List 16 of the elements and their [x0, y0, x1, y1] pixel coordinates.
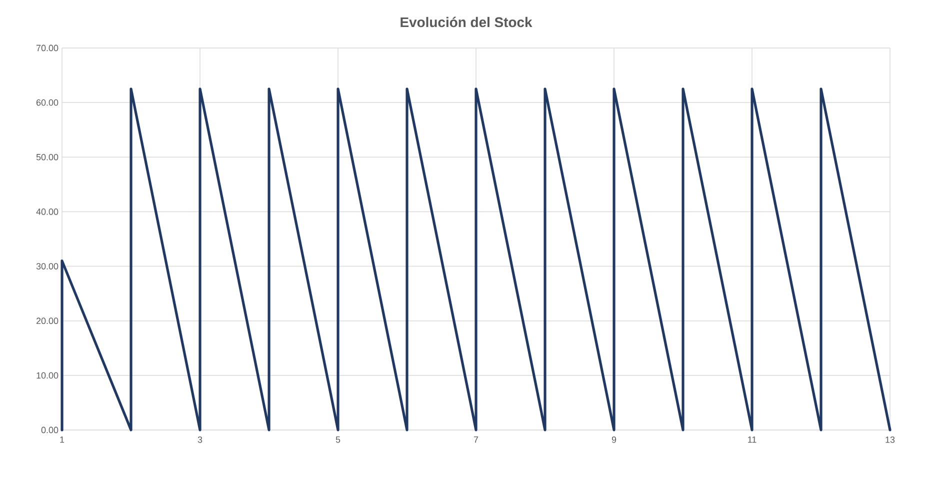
y-tick-label: 40.00: [36, 208, 58, 215]
x-tick-label: 1: [60, 436, 64, 443]
x-tick-label: 13: [886, 436, 895, 443]
x-tick-label: 5: [336, 436, 340, 443]
chart-title: Evolución del Stock: [400, 16, 532, 28]
y-tick-label: 20.00: [36, 318, 58, 324]
x-tick-label: 9: [612, 436, 616, 443]
y-tick-label: 10.00: [36, 372, 58, 379]
y-tick-label: 50.00: [36, 154, 58, 160]
x-tick-label: 11: [748, 436, 756, 443]
y-tick-label: 30.00: [36, 263, 58, 270]
y-tick-label: 60.00: [36, 99, 58, 106]
y-tick-label: 70.00: [36, 44, 58, 52]
x-tick-label: 7: [474, 436, 478, 443]
x-tick-label: 3: [198, 436, 202, 443]
y-tick-label: 0.00: [41, 426, 58, 434]
